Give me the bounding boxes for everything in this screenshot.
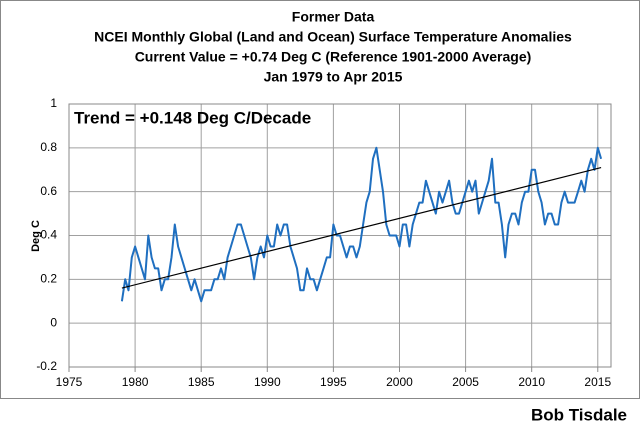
x-tick-label: 1990: [254, 375, 281, 389]
y-tick-label: 0: [50, 315, 57, 329]
data-line: [120, 146, 603, 303]
y-tick-label: 0.4: [40, 228, 57, 242]
chart-title: Jan 1979 to Apr 2015: [264, 69, 403, 85]
chart-title: Current Value = +0.74 Deg C (Reference 1…: [135, 49, 532, 65]
chart-title: Former Data: [292, 9, 375, 25]
y-axis-label: Deg C: [30, 220, 42, 252]
plot-frame: [68, 103, 612, 368]
annotation: Trend = +0.148 Deg C/Decade: [74, 108, 311, 127]
x-tick-label: 2015: [584, 375, 611, 389]
x-tick-label: 2005: [452, 375, 479, 389]
credit: Bob Tisdale: [531, 405, 627, 424]
x-tick-label: 1985: [188, 375, 215, 389]
chart-title: NCEI Monthly Global (Land and Ocean) Sur…: [94, 29, 572, 45]
x-tick-label: 1995: [320, 375, 347, 389]
x-tick-label: 2000: [386, 375, 413, 389]
x-tick-label: 1980: [122, 375, 149, 389]
chart-frame: [0, 0, 640, 399]
x-tick-label: 1975: [56, 375, 83, 389]
x-tick-label: 2010: [518, 375, 545, 389]
y-tick-label: -0.2: [36, 359, 57, 373]
y-tick-label: 0.8: [40, 140, 57, 154]
y-tick-label: 0.2: [40, 272, 57, 286]
y-tick-label: 0.6: [40, 184, 57, 198]
y-tick-label: 1: [50, 96, 57, 110]
trend-line: [121, 167, 602, 289]
